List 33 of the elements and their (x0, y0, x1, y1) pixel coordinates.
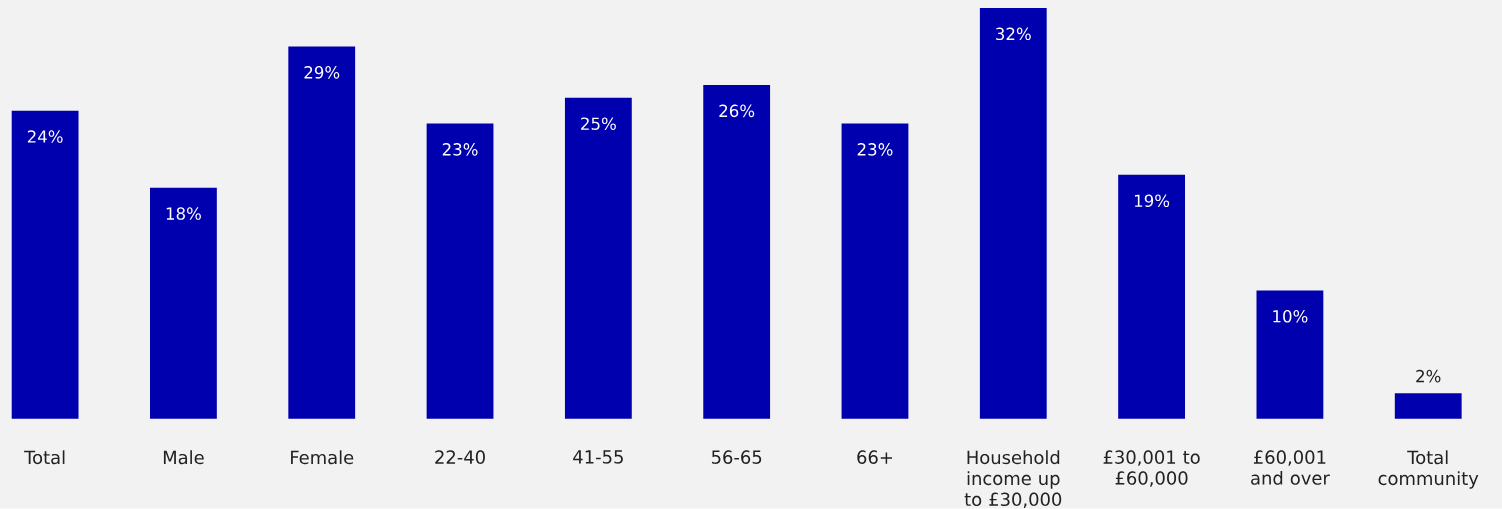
bar (1256, 290, 1324, 420)
data-label: 26% (719, 104, 755, 118)
data-label: 23% (857, 143, 893, 156)
x-tick-label: Total community (1378, 450, 1479, 489)
data-label: 18% (166, 207, 201, 221)
data-label: 25% (581, 117, 616, 131)
bar (703, 85, 771, 420)
x-tick-label: Household income up to £30,000 (964, 450, 1062, 509)
x-tick-label: 41-55 (573, 450, 623, 464)
x-tick-label: 66+ (857, 450, 893, 465)
data-label: 23% (442, 143, 478, 156)
data-label: 19% (1134, 194, 1170, 208)
bar (1394, 393, 1462, 420)
x-tick-label: £30,001 to £60,000 (1103, 450, 1200, 487)
data-label: 10% (1273, 310, 1308, 323)
bar (288, 46, 356, 420)
bar (979, 8, 1047, 420)
x-tick-label: 22-40 (435, 450, 485, 465)
x-tick-label: Female (291, 450, 354, 465)
x-tick-label: Total (24, 450, 65, 465)
x-tick-label: 56-65 (711, 450, 762, 465)
data-label: 32% (996, 27, 1031, 41)
bar (564, 98, 632, 420)
x-tick-label: £60,001 and over (1251, 450, 1330, 486)
bar (426, 123, 494, 420)
bar (1118, 175, 1186, 420)
bar (841, 123, 909, 420)
x-tick-label: Male (163, 450, 204, 465)
bar (11, 110, 79, 420)
data-label: 2% (1416, 370, 1441, 383)
data-label: 29% (304, 66, 340, 79)
data-label: 24% (27, 130, 63, 144)
bar (150, 187, 217, 420)
